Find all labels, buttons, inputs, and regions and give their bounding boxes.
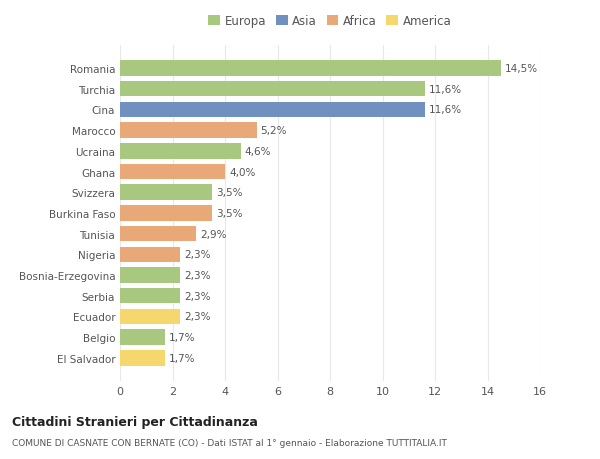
Bar	[120, 247, 181, 263]
Text: Cittadini Stranieri per Cittadinanza: Cittadini Stranieri per Cittadinanza	[12, 415, 258, 428]
Text: 5,2%: 5,2%	[260, 126, 287, 136]
Legend: Europa, Asia, Africa, America: Europa, Asia, Africa, America	[208, 15, 452, 28]
Text: 2,3%: 2,3%	[184, 312, 211, 322]
Bar	[120, 144, 241, 159]
Text: 2,3%: 2,3%	[184, 270, 211, 280]
Text: 11,6%: 11,6%	[428, 105, 461, 115]
Bar	[120, 185, 212, 201]
Text: 3,5%: 3,5%	[216, 208, 242, 218]
Bar	[120, 226, 196, 242]
Text: 14,5%: 14,5%	[505, 64, 538, 74]
Text: 3,5%: 3,5%	[216, 188, 242, 198]
Bar	[120, 123, 257, 139]
Text: 2,3%: 2,3%	[184, 250, 211, 260]
Text: 1,7%: 1,7%	[169, 332, 195, 342]
Text: 2,3%: 2,3%	[184, 291, 211, 301]
Text: 11,6%: 11,6%	[428, 84, 461, 95]
Bar	[120, 102, 425, 118]
Bar	[120, 350, 164, 366]
Bar	[120, 309, 181, 325]
Bar	[120, 206, 212, 221]
Bar	[120, 288, 181, 304]
Bar	[120, 268, 181, 283]
Bar	[120, 82, 425, 97]
Bar	[120, 164, 225, 180]
Text: COMUNE DI CASNATE CON BERNATE (CO) - Dati ISTAT al 1° gennaio - Elaborazione TUT: COMUNE DI CASNATE CON BERNATE (CO) - Dat…	[12, 438, 447, 448]
Text: 1,7%: 1,7%	[169, 353, 195, 363]
Text: 4,0%: 4,0%	[229, 167, 256, 177]
Bar	[120, 330, 164, 345]
Text: 2,9%: 2,9%	[200, 229, 227, 239]
Text: 4,6%: 4,6%	[245, 146, 271, 157]
Bar	[120, 61, 500, 77]
